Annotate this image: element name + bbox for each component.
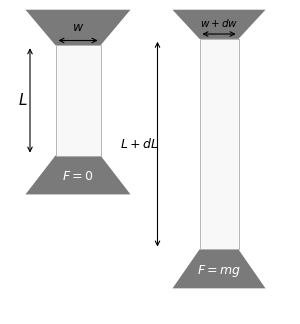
Polygon shape	[172, 10, 266, 39]
Text: $F=mg$: $F=mg$	[197, 262, 241, 279]
Text: $L$: $L$	[18, 92, 27, 109]
Text: $w+dw$: $w+dw$	[200, 17, 238, 29]
Text: $L+dL$: $L+dL$	[120, 137, 159, 151]
Polygon shape	[172, 249, 266, 288]
Text: $F=0$: $F=0$	[62, 170, 94, 183]
Polygon shape	[26, 10, 130, 45]
Text: $w$: $w$	[72, 21, 84, 34]
Bar	[56, 45, 100, 156]
Bar	[200, 39, 238, 249]
Polygon shape	[26, 156, 130, 194]
